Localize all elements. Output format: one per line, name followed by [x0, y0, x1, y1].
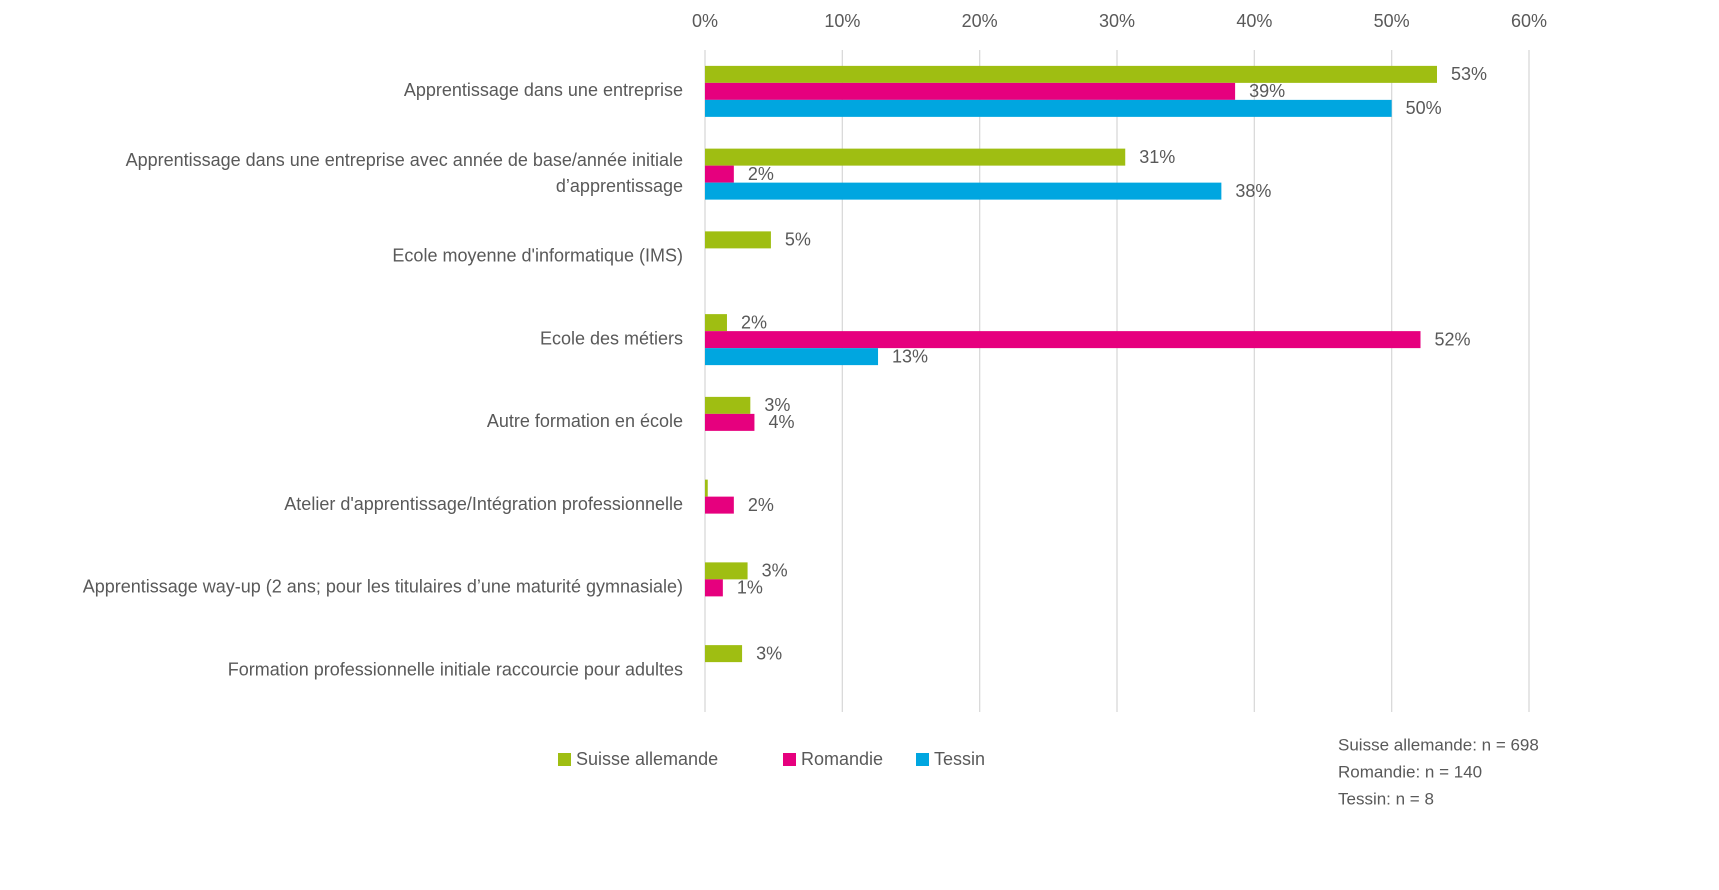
data-label: 3% — [762, 561, 788, 581]
bar — [705, 396, 751, 414]
data-label: 2% — [748, 164, 774, 184]
bar — [705, 165, 734, 183]
y-tick-label: Ecole moyenne d'informatique (IMS) — [392, 246, 683, 266]
bar — [705, 562, 748, 580]
data-label: 2% — [741, 312, 767, 332]
note: Suisse allemande: n = 698 — [1338, 735, 1539, 754]
legend-label: Suisse allemande — [576, 749, 718, 769]
y-tick-label: Apprentissage way-up (2 ans; pour les ti… — [83, 577, 683, 597]
bar — [705, 82, 1236, 100]
legend-label: Romandie — [801, 749, 883, 769]
y-tick-label: Autre formation en école — [487, 411, 683, 431]
y-tick-label: Formation professionnelle initiale racco… — [228, 659, 683, 679]
x-tick-label: 20% — [962, 11, 998, 31]
data-label: 3% — [756, 643, 782, 663]
x-tick-label: 60% — [1511, 11, 1547, 31]
data-label: 3% — [764, 395, 790, 415]
legend-label: Tessin — [934, 749, 985, 769]
y-tick-label: Apprentissage dans une entreprise avec a… — [126, 150, 683, 196]
x-tick-label: 10% — [824, 11, 860, 31]
data-label: 1% — [737, 578, 763, 598]
bar — [705, 348, 879, 366]
legend-swatch — [558, 753, 571, 766]
y-tick-label: Atelier d'apprentissage/Intégration prof… — [284, 494, 683, 514]
note: Romandie: n = 140 — [1338, 762, 1482, 781]
legend-swatch — [783, 753, 796, 766]
bar — [705, 231, 771, 249]
data-label: 39% — [1249, 81, 1285, 101]
data-label: 2% — [748, 495, 774, 515]
x-tick-label: 0% — [692, 11, 718, 31]
data-label: 50% — [1406, 98, 1442, 118]
bar — [705, 331, 1421, 349]
note: Tessin: n = 8 — [1338, 789, 1434, 808]
y-tick-label: Ecole des métiers — [540, 328, 683, 348]
bar — [705, 65, 1437, 83]
y-tick-label: Apprentissage dans une entreprise — [404, 80, 683, 100]
bar — [705, 479, 708, 497]
bar — [705, 496, 734, 514]
x-tick-label: 40% — [1236, 11, 1272, 31]
bar — [705, 579, 723, 597]
data-label: 38% — [1235, 181, 1271, 201]
bar — [705, 413, 755, 431]
bar — [705, 314, 727, 332]
bar — [705, 99, 1392, 117]
bar — [705, 148, 1126, 166]
x-tick-label: 50% — [1374, 11, 1410, 31]
data-label: 53% — [1451, 64, 1487, 84]
legend-swatch — [916, 753, 929, 766]
bar — [705, 182, 1222, 200]
data-label: 52% — [1435, 329, 1471, 349]
data-label: 4% — [768, 412, 794, 432]
data-label: 31% — [1139, 147, 1175, 167]
data-label: 13% — [892, 346, 928, 366]
data-label: 5% — [785, 230, 811, 250]
bar — [705, 645, 743, 663]
x-tick-label: 30% — [1099, 11, 1135, 31]
